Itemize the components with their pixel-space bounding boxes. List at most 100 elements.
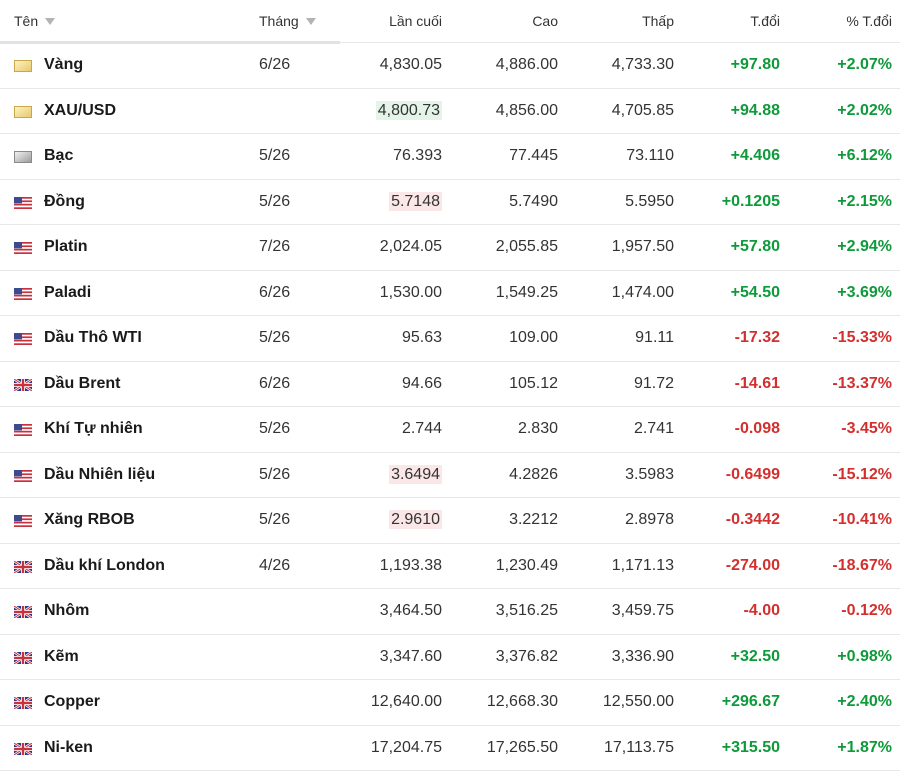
table-row[interactable]: Dầu Nhiên liệu 5/26 3.6494 4.2826 3.5983 -0.6… [0,453,900,498]
cell-change-pct: +2.15% [837,192,892,210]
column-header-change-pct[interactable]: % T.đổi [846,13,892,29]
table-row[interactable]: Ni-ken 17,204.75 17,265.50 17,113.75 +315.50… [0,726,900,771]
cell-name[interactable]: Dầu Nhiên liệu [0,466,240,484]
column-header-month[interactable]: Tháng [240,0,340,44]
column-header-last[interactable]: Lần cuối [389,13,442,29]
cell-change: +94.88 [730,101,780,119]
sort-down-icon[interactable] [45,17,56,25]
instrument-name[interactable]: Đồng [44,192,85,210]
last-price: 76.393 [393,147,442,165]
table-row[interactable]: Đồng 5/26 5.7148 5.7490 5.5950 +0.1205 +2.15% [0,180,900,225]
cell-name[interactable]: Platin [0,238,240,256]
cell-change: -0.3442 [725,511,780,529]
cell-name[interactable]: Copper [0,693,240,711]
cell-last: 2.9610 [340,510,442,530]
table-row[interactable]: Dầu Thô WTI 5/26 95.63 109.00 91.11 -17.32 -15… [0,316,900,362]
cell-month: 5/26 [259,147,291,165]
cell-name[interactable]: Khí Tự nhiên [0,420,240,438]
instrument-name[interactable]: Dầu Thô WTI [44,329,142,347]
table-row[interactable]: Dầu Brent 6/26 94.66 105.12 91.72 -14.61 -13.3… [0,362,900,407]
table-row[interactable]: Vàng 6/26 4,830.05 4,886.00 4,733.30 +97.80 +2… [0,43,900,89]
cell-last: 1,193.38 [340,557,442,575]
cell-name[interactable]: Kẽm [0,648,240,666]
cell-change: -4.00 [743,602,780,620]
cell-name[interactable]: Nhôm [0,602,240,620]
instrument-name[interactable]: Vàng [44,56,84,74]
cell-high: 5.7490 [509,192,558,210]
cell-low: 4,733.30 [611,56,674,74]
cell-change-pct: -15.33% [832,329,892,347]
table-row[interactable]: Kẽm 3,347.60 3,376.82 3,336.90 +32.50 +0.98% [0,635,900,680]
cell-change: -0.6499 [725,465,780,483]
instrument-name[interactable]: Dầu Nhiên liệu [44,465,156,483]
cell-month: 6/26 [259,283,291,301]
instrument-name[interactable]: XAU/USD [44,101,117,119]
last-price: 3,347.60 [379,647,442,665]
table-row[interactable]: XAU/USD 4,800.73 4,856.00 4,705.85 +94.88 +2.… [0,89,900,134]
instrument-name[interactable]: Dầu khí London [44,556,165,574]
last-price: 1,193.38 [379,556,442,574]
instrument-name[interactable]: Xăng RBOB [44,511,135,529]
cell-name[interactable]: Ni-ken [0,739,240,757]
table-row[interactable]: Bạc 5/26 76.393 77.445 73.110 +4.406 +6.12% [0,134,900,180]
uk-flag-icon [13,605,33,620]
column-header-name-label: Tên [14,12,39,29]
column-header-name[interactable]: Tên [0,0,240,44]
instrument-name[interactable]: Khí Tự nhiên [44,420,143,438]
cell-low: 91.11 [635,329,674,347]
table-row[interactable]: Paladi 6/26 1,530.00 1,549.25 1,474.00 +54.50… [0,271,900,316]
last-price: 95.63 [401,329,442,347]
cell-low: 2.8978 [625,511,674,529]
instrument-name[interactable]: Dầu Brent [44,374,121,392]
last-price: 2.744 [401,420,442,438]
cell-low: 3.5983 [625,465,674,483]
cell-name[interactable]: Dầu Thô WTI [0,329,240,347]
cell-name[interactable]: Dầu khí London [0,557,240,575]
instrument-name[interactable]: Paladi [44,283,92,301]
instrument-name[interactable]: Kẽm [44,647,79,665]
table-row[interactable]: Khí Tự nhiên 5/26 2.744 2.830 2.741 -0.098 -3.… [0,407,900,453]
cell-name[interactable]: Paladi [0,284,240,302]
cell-change-pct: +2.02% [837,101,892,119]
last-price: 5.7148 [389,191,442,211]
table-row[interactable]: Nhôm 3,464.50 3,516.25 3,459.75 -4.00 -0.12% [0,589,900,635]
sort-down-icon[interactable] [305,17,316,25]
table-body: Vàng 6/26 4,830.05 4,886.00 4,733.30 +97.80 +2… [0,43,900,771]
cell-change: +0.1205 [721,192,780,210]
cell-high: 105.12 [509,374,558,392]
table-row[interactable]: Platin 7/26 2,024.05 2,055.85 1,957.50 +57.80… [0,225,900,271]
cell-name[interactable]: XAU/USD [0,102,240,120]
cell-name[interactable]: Vàng [0,56,240,74]
cell-change-pct: -0.12% [841,602,892,620]
cell-change: +57.80 [730,238,780,256]
column-header-low[interactable]: Thấp [642,13,674,29]
instrument-name[interactable]: Platin [44,238,88,256]
table-row[interactable]: Xăng RBOB 5/26 2.9610 3.2212 2.8978 -0.3442 -1… [0,498,900,544]
cell-low: 12,550.00 [602,693,674,711]
us-flag-icon [14,332,32,346]
column-header-high[interactable]: Cao [532,13,558,29]
cell-high: 17,265.50 [486,738,558,756]
us-flag-icon [14,196,32,209]
cell-high: 4.2826 [509,465,558,483]
cell-last: 12,640.00 [340,693,442,711]
silver-swatch-icon [14,150,32,164]
cell-name[interactable]: Bạc [0,147,240,165]
instrument-name[interactable]: Bạc [44,147,74,165]
cell-high: 109.00 [509,329,558,347]
table-row[interactable]: Dầu khí London 4/26 1,193.38 1,230.49 1,171.… [0,544,900,589]
instrument-name[interactable]: Nhôm [44,602,90,620]
cell-name[interactable]: Dầu Brent [0,375,240,393]
cell-last: 76.393 [340,147,442,165]
cell-last: 1,530.00 [340,284,442,302]
instrument-name[interactable]: Ni-ken [44,738,93,756]
table-row[interactable]: Copper 12,640.00 12,668.30 12,550.00 +296.67… [0,680,900,726]
cell-name[interactable]: Đồng [0,193,240,211]
column-header-change[interactable]: T.đổi [750,13,780,29]
cell-high: 3,376.82 [495,647,558,665]
sort-indicator-bar [0,40,240,44]
cell-name[interactable]: Xăng RBOB [0,511,240,529]
instrument-name[interactable]: Copper [44,693,100,711]
cell-change: -274.00 [725,556,780,574]
cell-month: 5/26 [259,465,291,483]
